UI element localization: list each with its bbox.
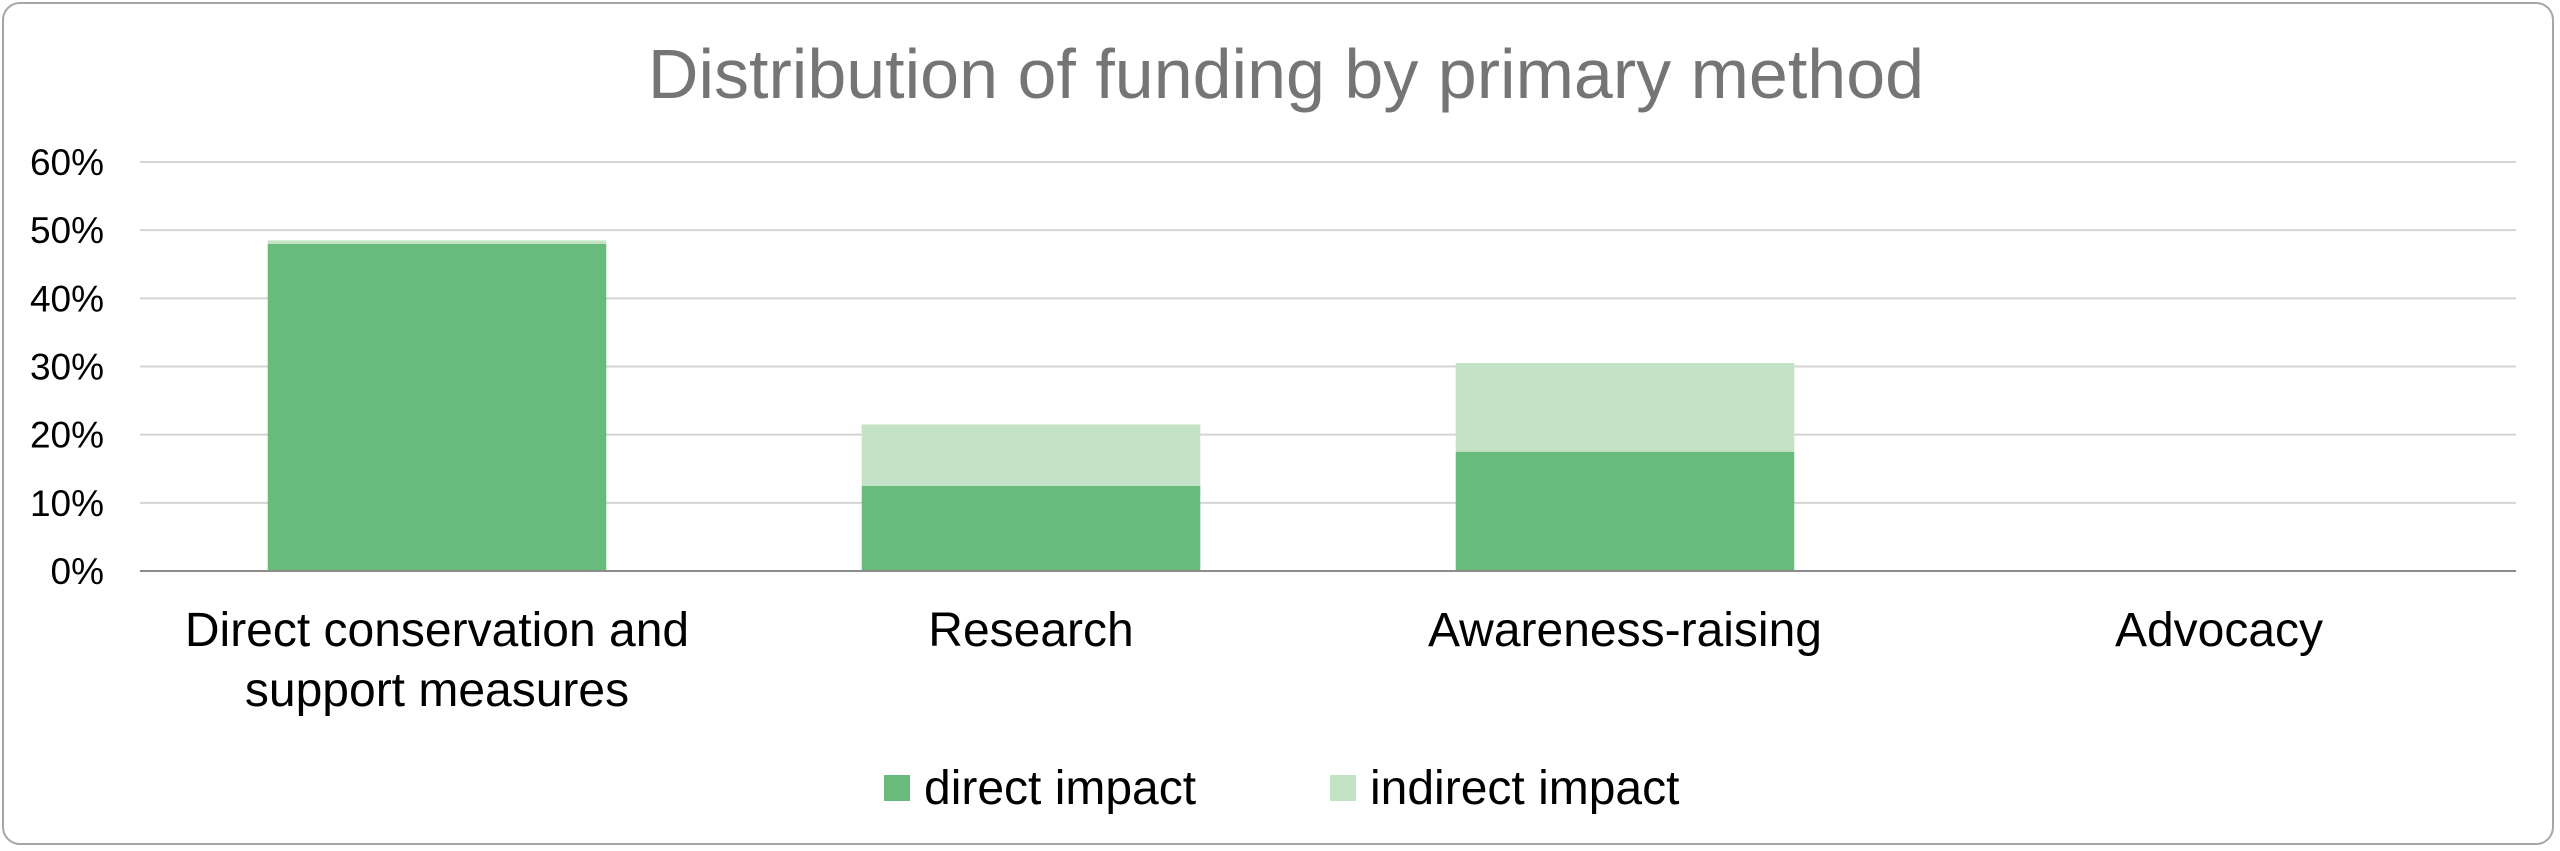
x-category-label: Awareness-raising [1428,604,1822,657]
legend: direct impact indirect impact [884,762,1679,815]
y-tick-label: 50% [30,210,104,251]
x-category-label: Advocacy [2115,604,2323,657]
bar-direct-impact [1455,451,1795,571]
y-tick-label: 10% [30,483,104,524]
bar-direct-impact [861,485,1201,571]
bar-direct-impact [267,243,607,572]
y-tick-label: 60% [30,142,104,183]
legend-label: indirect impact [1370,762,1679,815]
y-tick-label: 40% [30,278,104,319]
x-category-label: Direct conservation and [185,604,689,657]
bar-indirect-impact [1455,363,1795,452]
chart-title: Distribution of funding by primary metho… [648,35,1924,113]
y-tick-label: 30% [30,347,104,388]
x-category-label: Research [928,604,1133,657]
legend-swatch [1330,775,1356,801]
bars [267,240,1795,572]
legend-label: direct impact [924,762,1196,815]
legend-swatch [884,775,910,801]
x-axis-labels: Direct conservation and support measures R… [185,604,2323,717]
x-category-label: support measures [245,664,629,717]
y-axis-ticks: 0% 10% 20% 30% 40% 50% 60% [30,142,104,592]
y-tick-label: 0% [51,551,104,592]
bar-indirect-impact [267,240,607,244]
bar-indirect-impact [861,424,1201,486]
y-tick-label: 20% [30,415,104,456]
